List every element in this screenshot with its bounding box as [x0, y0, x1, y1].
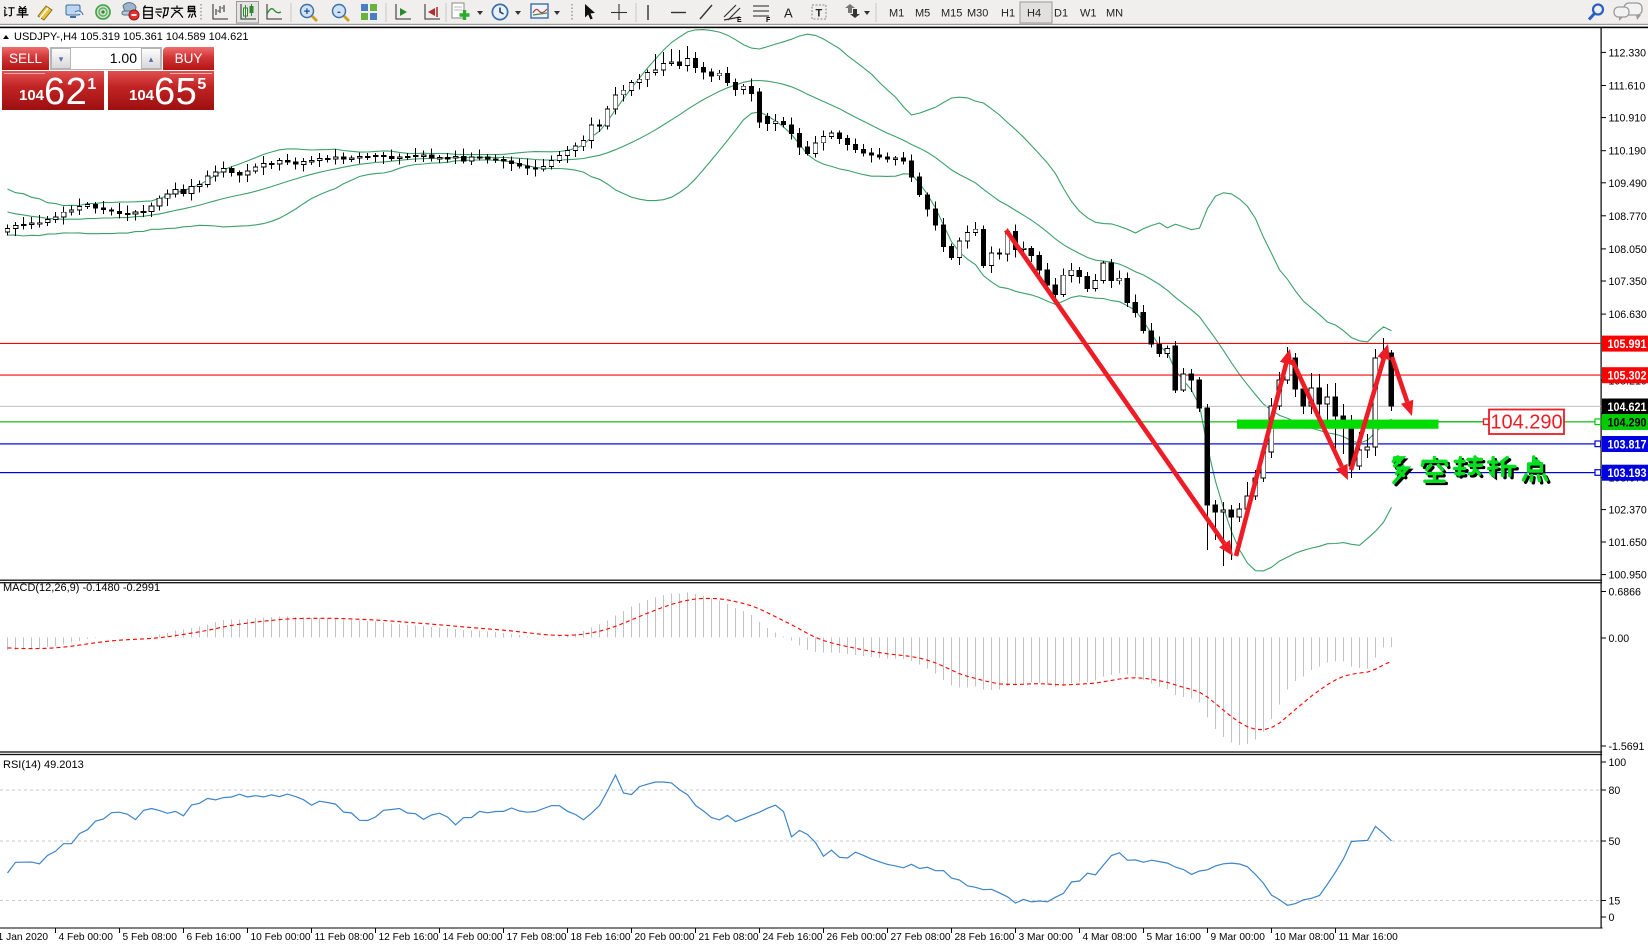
svg-text:M30: M30	[967, 8, 988, 20]
svg-text:5 Feb 08:00: 5 Feb 08:00	[123, 932, 178, 943]
svg-text:0.00: 0.00	[1609, 633, 1630, 645]
svg-text:MN: MN	[1106, 8, 1123, 20]
svg-text:+: +	[304, 6, 310, 18]
svg-text:100: 100	[1609, 757, 1627, 769]
svg-text:M1: M1	[889, 8, 904, 20]
svg-text:100.950: 100.950	[1609, 570, 1647, 582]
svg-text:H1: H1	[1001, 8, 1015, 20]
svg-text:26 Feb 00:00: 26 Feb 00:00	[827, 932, 887, 943]
svg-text:21 Feb 08:00: 21 Feb 08:00	[699, 932, 759, 943]
svg-text:T: T	[816, 8, 823, 20]
svg-text:101.650: 101.650	[1609, 537, 1647, 549]
svg-text:H4: H4	[1027, 8, 1041, 20]
svg-text:15: 15	[1609, 896, 1621, 908]
svg-text:50: 50	[1609, 836, 1621, 848]
svg-text:USDJPY-,H4 105.319 105.361 10: USDJPY-,H4 105.319 105.361 104.589 104.6…	[14, 31, 248, 43]
svg-text:105.991: 105.991	[1608, 339, 1648, 351]
svg-text:108.050: 108.050	[1609, 244, 1647, 256]
svg-text:102.370: 102.370	[1609, 505, 1647, 517]
svg-text:3 Mar 00:00: 3 Mar 00:00	[1019, 932, 1074, 943]
svg-text:M5: M5	[915, 8, 930, 20]
svg-text:14 Feb 00:00: 14 Feb 00:00	[443, 932, 503, 943]
svg-text:F: F	[766, 17, 771, 24]
svg-text:105.302: 105.302	[1608, 371, 1647, 383]
svg-text:4 Mar 08:00: 4 Mar 08:00	[1083, 932, 1138, 943]
svg-text:111.610: 111.610	[1609, 81, 1646, 93]
svg-text:31 Jan 2020: 31 Jan 2020	[0, 932, 48, 943]
svg-text:106.630: 106.630	[1609, 309, 1647, 321]
svg-text:110.190: 110.190	[1609, 146, 1647, 158]
svg-text:104.290: 104.290	[1490, 412, 1562, 434]
svg-text:28 Feb 16:00: 28 Feb 16:00	[955, 932, 1015, 943]
svg-text:E: E	[737, 17, 742, 24]
svg-text:104.621: 104.621	[1608, 402, 1648, 414]
svg-text:10 Feb 00:00: 10 Feb 00:00	[251, 932, 311, 943]
svg-text:18 Feb 16:00: 18 Feb 16:00	[571, 932, 631, 943]
svg-text:A: A	[784, 6, 793, 21]
svg-text:M15: M15	[941, 8, 962, 20]
svg-text:103.817: 103.817	[1608, 439, 1647, 451]
svg-text:80: 80	[1609, 785, 1621, 797]
svg-text:17 Feb 08:00: 17 Feb 08:00	[507, 932, 567, 943]
svg-text:9 Mar 00:00: 9 Mar 00:00	[1211, 932, 1266, 943]
svg-text:103.193: 103.193	[1608, 468, 1647, 480]
svg-text:W1: W1	[1080, 8, 1097, 20]
svg-text:108.770: 108.770	[1609, 211, 1647, 223]
svg-text:5 Mar 16:00: 5 Mar 16:00	[1147, 932, 1202, 943]
svg-text:-1.5691: -1.5691	[1609, 741, 1645, 753]
svg-text:D1: D1	[1054, 8, 1068, 20]
svg-text:110.910: 110.910	[1609, 113, 1647, 125]
svg-text:MACD(12,26,9) -0.1480 -0.2991: MACD(12,26,9) -0.1480 -0.2991	[3, 582, 160, 594]
svg-text:12 Feb 16:00: 12 Feb 16:00	[379, 932, 439, 943]
svg-text:0.6866: 0.6866	[1609, 587, 1642, 599]
svg-text:27 Feb 08:00: 27 Feb 08:00	[891, 932, 951, 943]
svg-text:112.330: 112.330	[1609, 47, 1647, 59]
svg-text:109.490: 109.490	[1609, 178, 1647, 190]
svg-text:11 Feb 08:00: 11 Feb 08:00	[315, 932, 375, 943]
svg-text:-: -	[337, 6, 341, 18]
svg-text:24 Feb 16:00: 24 Feb 16:00	[763, 932, 823, 943]
svg-text:107.350: 107.350	[1609, 276, 1647, 288]
svg-text:4 Feb 00:00: 4 Feb 00:00	[59, 932, 114, 943]
svg-text:10 Mar 08:00: 10 Mar 08:00	[1275, 932, 1335, 943]
svg-text:0: 0	[1609, 912, 1615, 924]
svg-text:11 Mar 16:00: 11 Mar 16:00	[1339, 932, 1399, 943]
svg-text:104.290: 104.290	[1608, 417, 1647, 429]
svg-text:6 Feb 16:00: 6 Feb 16:00	[187, 932, 242, 943]
svg-text:RSI(14) 49.2013: RSI(14) 49.2013	[3, 759, 84, 771]
svg-text:20 Feb 00:00: 20 Feb 00:00	[635, 932, 695, 943]
